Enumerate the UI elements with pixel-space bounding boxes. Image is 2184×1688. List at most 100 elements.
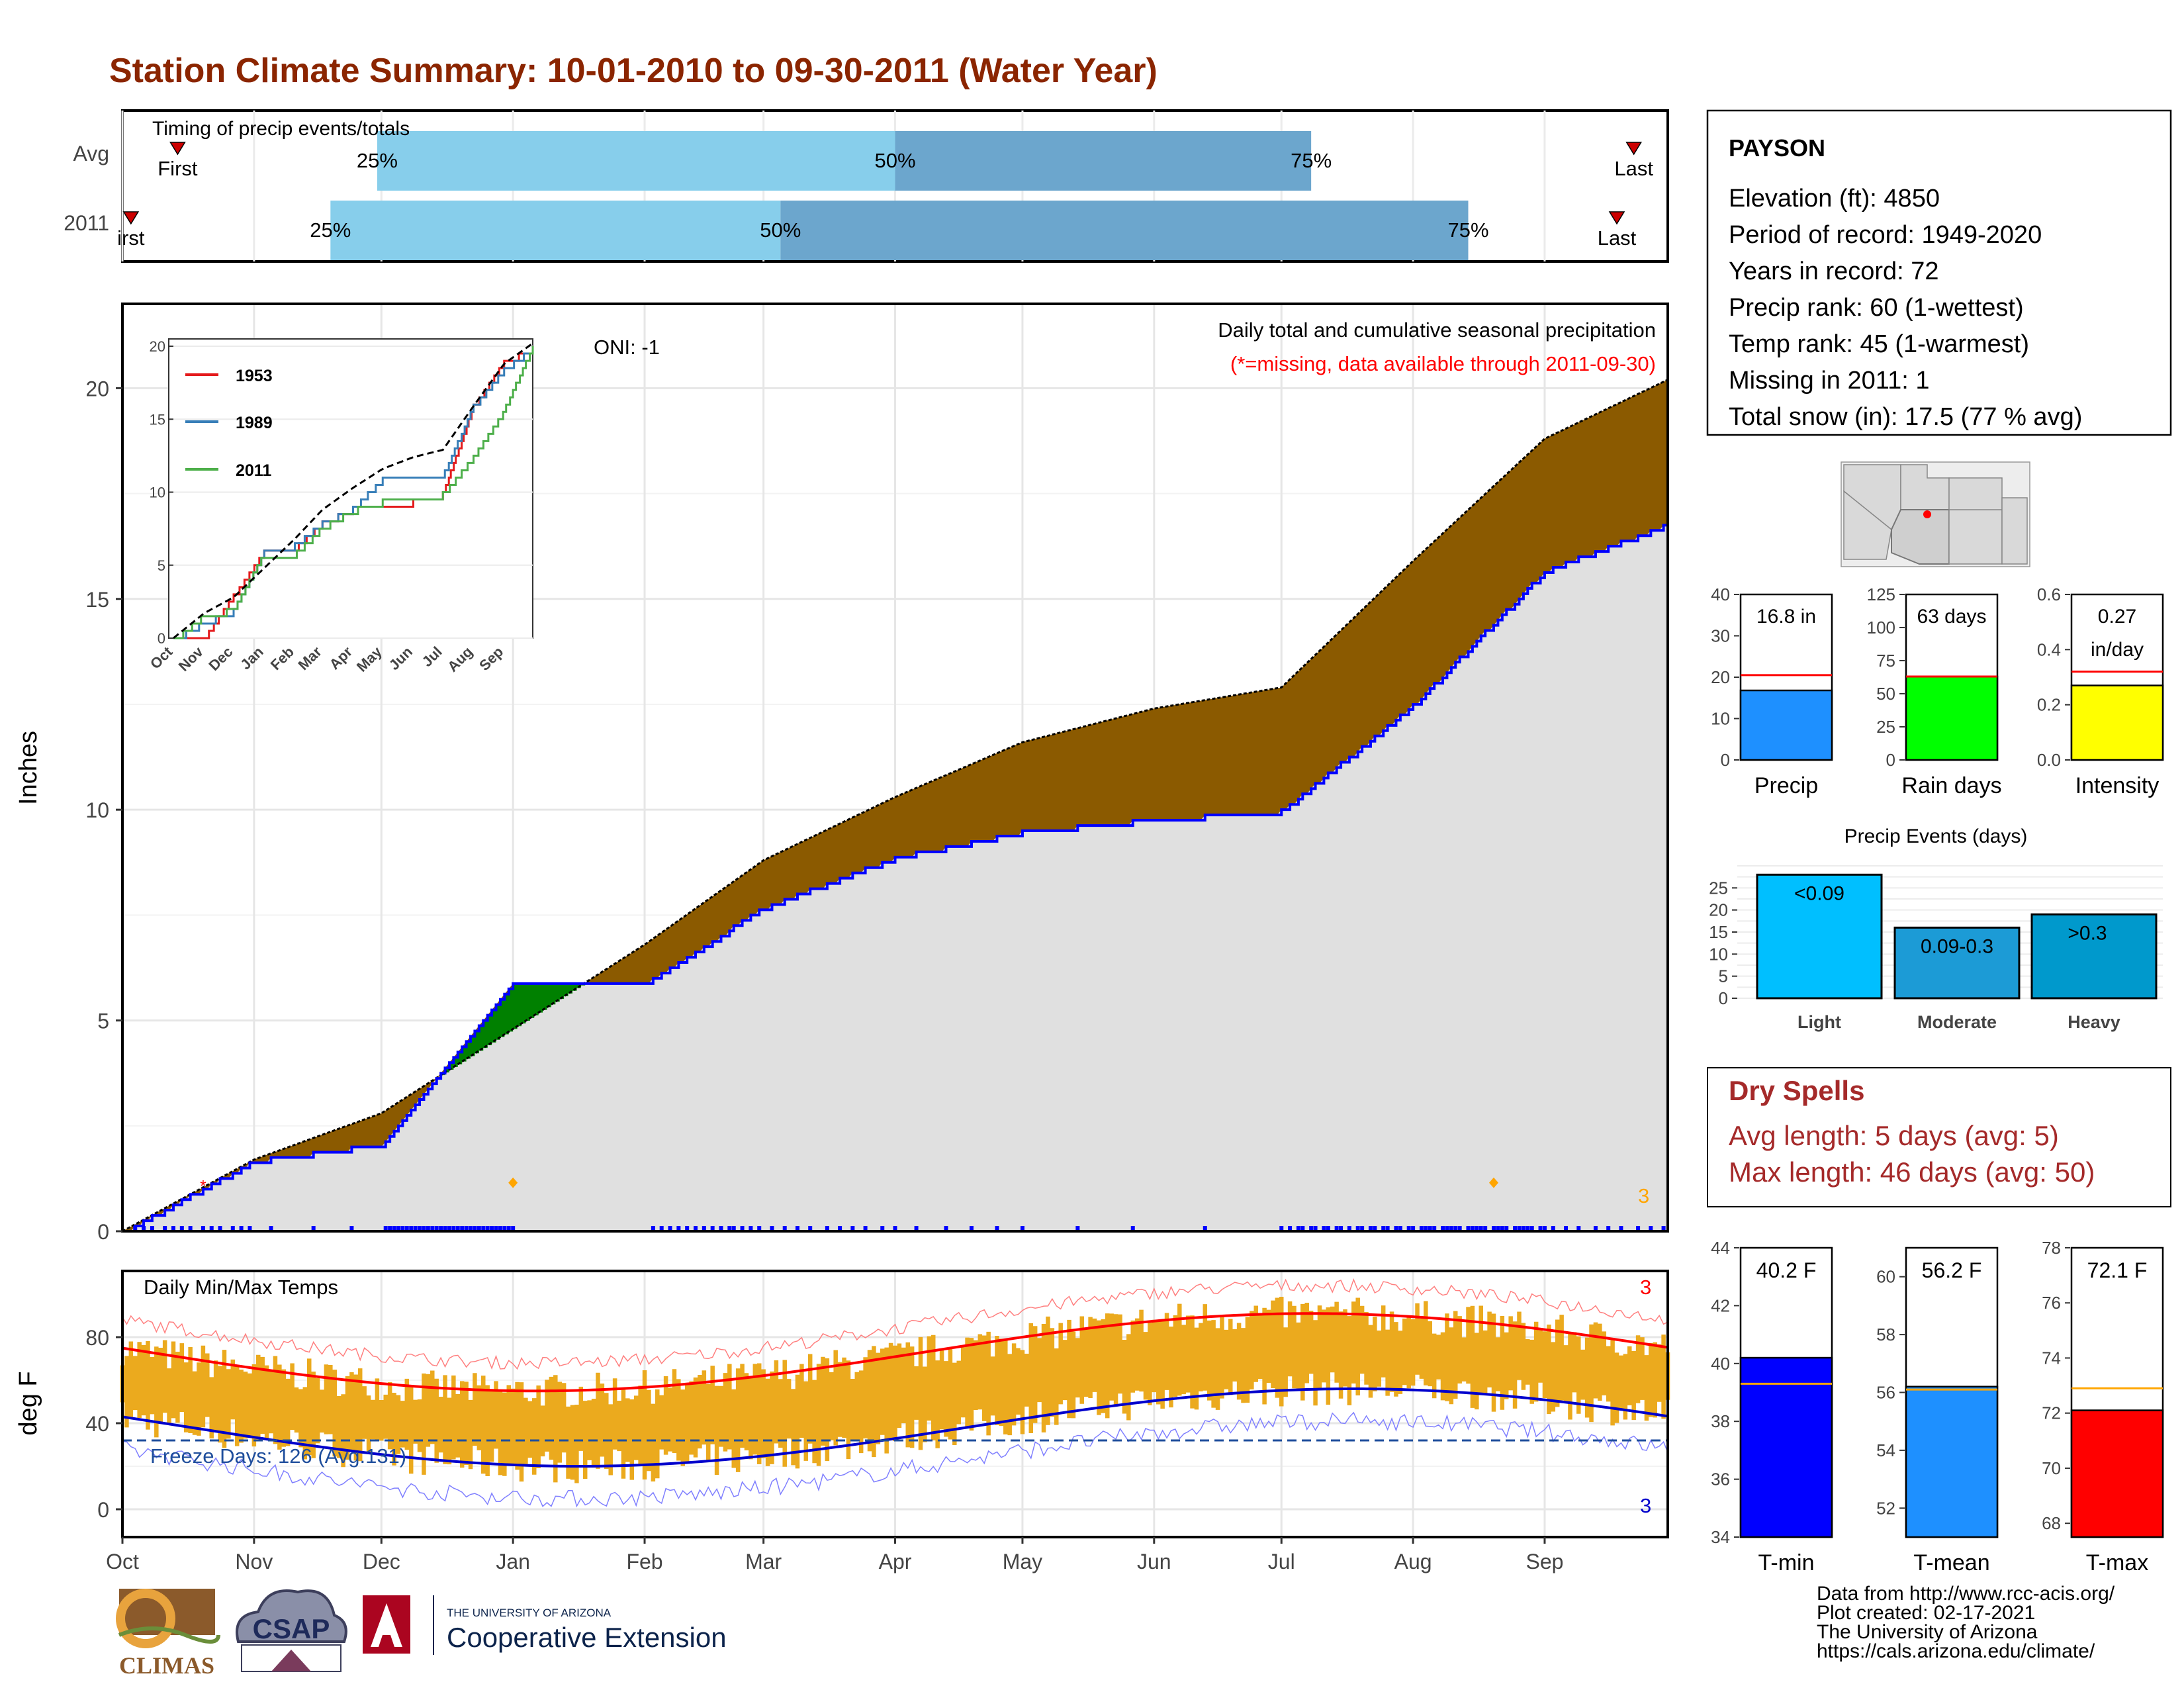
precip-record-marker: [1488, 1177, 1498, 1188]
temp-bar-value: [1905, 1385, 1999, 1538]
small-bar-y-tick-label: 100: [1867, 618, 1895, 637]
daily-precip-bar: [1496, 1226, 1500, 1231]
daily-precip-bar: [502, 1226, 507, 1231]
precip-daily-bars: *: [133, 1177, 1666, 1231]
daily-precip-bar: [1432, 1226, 1437, 1231]
daily-precip-bar: [248, 1226, 252, 1231]
daily-precip-bar: [311, 1226, 316, 1231]
daily-precip-bar: [1504, 1226, 1509, 1231]
csap-logo: CSAP: [236, 1589, 347, 1672]
station-line-temp-rank: Temp rank: 45 (1-warmest): [1729, 330, 2029, 358]
daily-precip-bar: [969, 1226, 974, 1231]
daily-precip-bar: [1313, 1226, 1318, 1231]
timing-label-50: 50%: [874, 149, 915, 172]
daily-precip-bar: [1445, 1226, 1449, 1231]
daily-precip-bar: [426, 1226, 430, 1231]
timing-label-25: 25%: [310, 218, 351, 242]
precip-y-tick-label: 5: [97, 1009, 109, 1033]
map-state-california: [1843, 490, 1892, 560]
precip-panel-border: [121, 303, 1669, 1233]
month-tick-label: Feb: [626, 1550, 662, 1573]
daily-precip-bar: [392, 1226, 396, 1231]
daily-precip-bar: [1513, 1226, 1518, 1231]
daily-precip-bar: [413, 1226, 418, 1231]
daily-precip-bar: [1441, 1226, 1445, 1231]
temp-min-count: 3: [1640, 1494, 1651, 1517]
daily-precip-bar: [702, 1226, 706, 1231]
daily-precip-bar: [1521, 1226, 1525, 1231]
climas-wave-icon: [118, 1626, 220, 1644]
month-tick-label: Nov: [235, 1550, 273, 1573]
daily-precip-bar: [1355, 1226, 1360, 1231]
daily-precip-bar: [434, 1226, 439, 1231]
daily-precip-bar: [1296, 1226, 1300, 1231]
precip-missing-note: (*=missing, data available through 2011-…: [1230, 352, 1656, 375]
station-box-frame: [1706, 109, 2172, 436]
daily-precip-bar: [201, 1226, 205, 1231]
temp-bar-y-tick-label: 56: [1876, 1383, 1895, 1403]
daily-precip-bar: [269, 1226, 273, 1231]
record-min-temp-line: [122, 1411, 1668, 1508]
temp-bar-y-tick-label: 54: [1876, 1440, 1895, 1460]
timing-bars: 25% 50% 75% First Last 25% 50% 75% irst Last: [117, 131, 1653, 260]
daily-precip-bar: [455, 1226, 460, 1231]
footer-credits: Data from http://www.rcc-acis.org/ Plot …: [1817, 1583, 2115, 1662]
dry-spells-box: Dry Spells Avg length: 5 days (avg: 5) M…: [1707, 1067, 2171, 1207]
daily-precip-bar: [1360, 1226, 1365, 1231]
timing-panel: 25% 50% 75% First Last 25% 50% 75% irst Last Timi…: [64, 109, 1669, 263]
small-bar-y-tick-label: 40: [1711, 585, 1730, 604]
daily-precip-bar: [396, 1226, 400, 1231]
daily-precip-bar: [782, 1226, 787, 1231]
daily-precip-bar: [740, 1226, 745, 1231]
precip-y-axis-label: Inches: [15, 731, 42, 805]
small-bar-value-label: 63 days: [1917, 606, 1986, 628]
timing-label-50: 50%: [760, 218, 801, 242]
last-event-label: Last: [1598, 226, 1637, 250]
daily-precip-bar: [218, 1226, 222, 1231]
daily-precip-bar: [659, 1226, 664, 1231]
daily-precip-bar: [150, 1226, 154, 1231]
inset-y-tick-label: 5: [158, 557, 165, 574]
small-bar-y-tick-label: 10: [1711, 709, 1730, 729]
inset-grid: [173, 346, 533, 639]
daily-precip-bar: [163, 1226, 167, 1231]
daily-precip-bar: [1661, 1226, 1666, 1231]
daily-precip-bar: [447, 1226, 451, 1231]
ua-big-text: Cooperative Extension: [447, 1622, 727, 1653]
temp-bar-y-tick-label: 58: [1876, 1325, 1895, 1344]
temp-bar-y-tick-label: 40: [1711, 1354, 1730, 1374]
events-y-tick-label: 20: [1709, 900, 1728, 920]
daily-precip-bar: [1075, 1226, 1080, 1231]
daily-precip-bar: [1479, 1226, 1483, 1231]
daily-precip-bar: [685, 1226, 690, 1231]
timing-heading: Timing of precip events/totals: [152, 118, 410, 140]
daily-precip-bar: [1542, 1226, 1547, 1231]
month-tick-label: Jan: [496, 1550, 530, 1573]
daily-precip-bar: [439, 1226, 443, 1231]
daily-precip-bar: [349, 1226, 354, 1231]
events-title: Precip Events (days): [1844, 825, 2028, 847]
dry-spells-max: Max length: 46 days (avg: 50): [1729, 1156, 2095, 1188]
daily-precip-bar: [1428, 1226, 1432, 1231]
daily-precip-bar: [506, 1226, 511, 1231]
dry-spells-title: Dry Spells: [1729, 1075, 1864, 1106]
map-state-arizona: [1891, 509, 1950, 565]
temp-bar-y-tick-label: 52: [1876, 1498, 1895, 1518]
normal-min-temp-line: [122, 1387, 1668, 1468]
temp-bar-y-tick-label: 44: [1711, 1238, 1730, 1258]
timing-label-75: 75%: [1291, 149, 1332, 172]
precip-y-tick-label: 20: [85, 377, 109, 400]
daily-precip-bar: [651, 1226, 655, 1231]
precip-areas: [122, 379, 1668, 1233]
daily-precip-bar: [731, 1226, 736, 1231]
temp-bar-name: T-max: [2086, 1550, 2148, 1575]
small-bar-y-tick-label: 25: [1876, 717, 1895, 737]
temp-bar-name: T-mean: [1913, 1550, 1989, 1575]
daily-precip-bar: [1203, 1226, 1207, 1231]
events-y-tick-label: 0: [1719, 988, 1728, 1008]
small-bar-name: Intensity: [2075, 773, 2160, 798]
month-tick-label: Jul: [1268, 1550, 1295, 1573]
timing-row-label-avg: Avg: [73, 142, 109, 165]
daily-precip-bar: [209, 1226, 214, 1231]
